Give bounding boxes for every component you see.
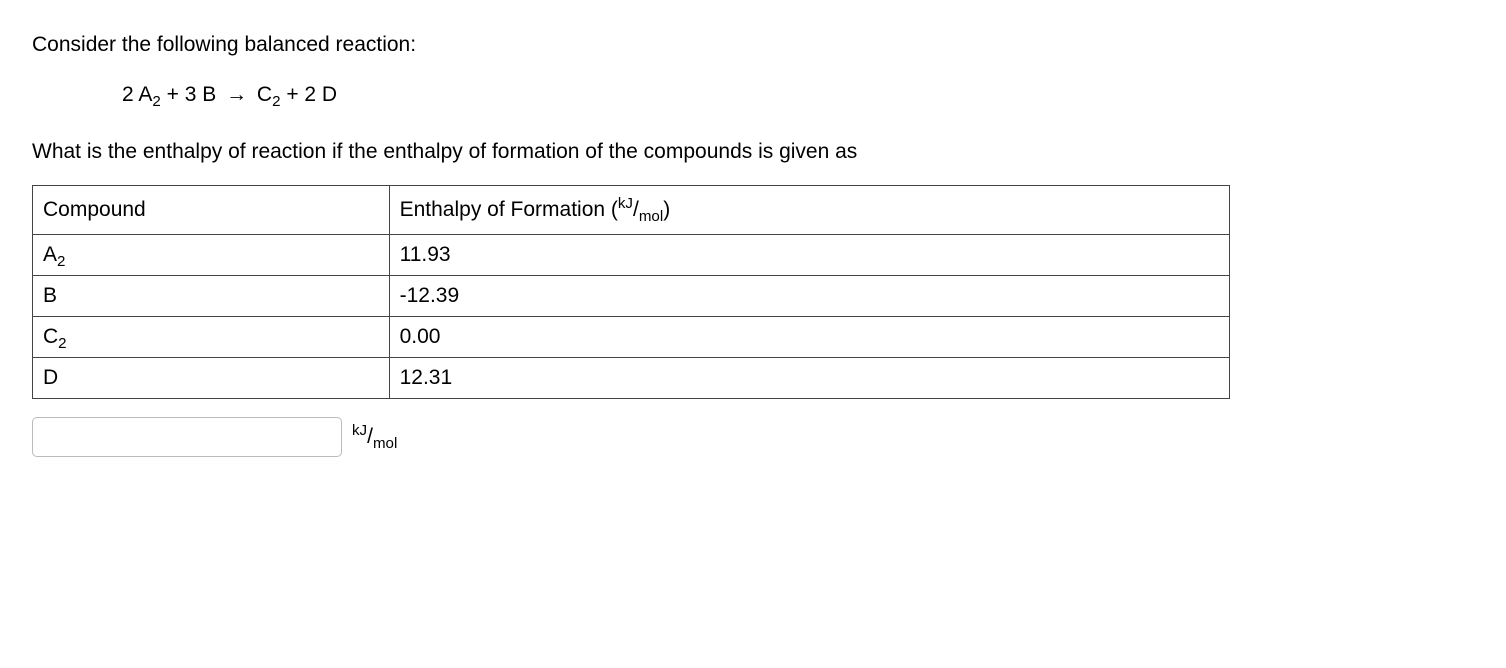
table-row: A2 11.93 <box>33 234 1230 275</box>
table-row: C2 0.00 <box>33 316 1230 357</box>
eq-part-c2: C <box>251 83 272 106</box>
header-enthalpy-sup: kJ <box>618 195 633 212</box>
intro-text: Consider the following balanced reaction… <box>32 30 1474 59</box>
compound-sub: 2 <box>57 253 65 270</box>
compound-main: B <box>43 284 57 307</box>
cell-value: -12.39 <box>389 275 1229 316</box>
cell-compound: C2 <box>33 316 390 357</box>
cell-value: 0.00 <box>389 316 1229 357</box>
compound-main: D <box>43 366 58 389</box>
question-text: What is the enthalpy of reaction if the … <box>32 137 1474 166</box>
header-enthalpy-sub: mol <box>639 208 663 225</box>
table-row: B -12.39 <box>33 275 1230 316</box>
table-header-row: Compound Enthalpy of Formation (kJ/mol) <box>33 185 1230 234</box>
reaction-equation: 2 A2 + 3 B → C2 + 2 D <box>122 83 1474 107</box>
answer-row: kJ/mol <box>32 417 1474 457</box>
cell-compound: D <box>33 357 390 398</box>
eq-sub-a2: 2 <box>152 94 160 111</box>
header-enthalpy: Enthalpy of Formation (kJ/mol) <box>389 185 1229 234</box>
table-row: D 12.31 <box>33 357 1230 398</box>
cell-value: 12.31 <box>389 357 1229 398</box>
answer-input[interactable] <box>32 417 342 457</box>
unit-sup: kJ <box>352 422 367 439</box>
compound-main: C <box>43 325 58 348</box>
cell-compound: B <box>33 275 390 316</box>
eq-arrow: → <box>226 83 247 107</box>
header-enthalpy-prefix: Enthalpy of Formation ( <box>400 198 618 221</box>
compound-sub: 2 <box>58 335 66 352</box>
unit-label: kJ/mol <box>352 425 397 449</box>
enthalpy-table: Compound Enthalpy of Formation (kJ/mol) … <box>32 185 1230 399</box>
compound-main: A <box>43 243 57 266</box>
cell-compound: A2 <box>33 234 390 275</box>
eq-plus-1: + 3 B <box>161 83 222 106</box>
header-enthalpy-suffix: ) <box>663 198 670 221</box>
cell-value: 11.93 <box>389 234 1229 275</box>
header-compound: Compound <box>33 185 390 234</box>
eq-part-a2: 2 A <box>122 83 152 106</box>
eq-plus-2: + 2 D <box>280 83 337 106</box>
unit-sub: mol <box>373 435 397 452</box>
